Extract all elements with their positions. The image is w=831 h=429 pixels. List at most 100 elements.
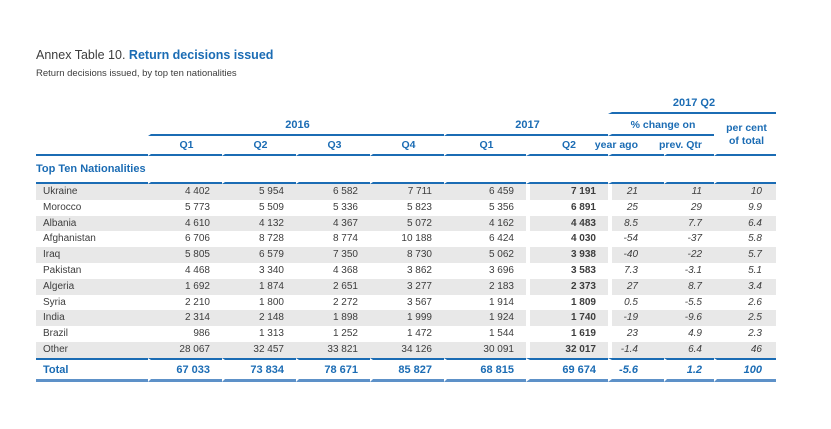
value-cell: 2 272 (332, 296, 358, 308)
of-total-line: of total (729, 134, 764, 147)
value-cell: 4 610 (148, 215, 222, 232)
value-cell: 2 314 (148, 310, 222, 327)
nationality-cell: Morocco (43, 201, 82, 213)
value-cell-year-ago: 25 (608, 199, 664, 216)
value-cell: 7 350 (296, 247, 370, 263)
value-cell: 8 774 (332, 233, 358, 245)
report-page: Annex Table 10. Return decisions issued … (36, 48, 776, 382)
value-cell-q2-2017: 6 891 (526, 199, 608, 216)
value-cell: 6 706 (184, 233, 210, 245)
value-cell: 5 062 (444, 247, 526, 263)
table-body: Ukraine 4 402 5 954 6 582 7 711 6 459 7 … (36, 184, 776, 358)
quarter-header-q3-2016: Q3 (296, 136, 370, 156)
value-cell-per-cent: 9.9 (748, 201, 762, 213)
value-cell-prev-qtr: 4.9 (688, 328, 702, 340)
total-value: 100 (714, 357, 776, 382)
total-value: 78 671 (296, 357, 370, 382)
value-cell-year-ago: -19 (608, 310, 664, 327)
value-cell-prev-qtr: -37 (687, 233, 702, 245)
total-value: 1.2 (664, 357, 714, 382)
nationality-cell: Iraq (36, 247, 148, 263)
table-row: Algeria 1 692 1 874 2 651 3 277 2 183 2 … (36, 278, 776, 295)
total-row: Total 67 033 73 834 78 671 85 827 68 815… (36, 357, 776, 382)
value-cell-year-ago: 21 (608, 184, 664, 200)
nationality-cell: Syria (43, 296, 66, 308)
total-label: Total (36, 357, 148, 382)
value-cell-prev-qtr: 7.7 (664, 215, 714, 232)
nationality-cell: Afghanistan (43, 233, 96, 245)
value-cell: 3 567 (406, 296, 432, 308)
return-decisions-table: 2017 Q2 2016 2017 % change on per cent o… (36, 97, 776, 382)
nationality-cell: Brazil (43, 328, 69, 340)
nationality-cell: Albania (36, 215, 148, 232)
value-cell-per-cent: 46 (714, 341, 776, 358)
header-pct-change-on: % change on (608, 114, 714, 136)
table-row: Morocco 5 773 5 509 5 336 5 823 5 356 6 … (36, 199, 776, 216)
value-cell: 4 132 (222, 215, 296, 232)
value-cell: 7 711 (370, 184, 444, 200)
table-row: India 2 314 2 148 1 898 1 999 1 924 1 74… (36, 310, 776, 327)
value-cell-per-cent: 6.4 (714, 215, 776, 232)
value-cell-per-cent: 5.7 (714, 247, 776, 263)
value-cell-q2-2017: 7 191 (526, 184, 608, 200)
value-cell: 2 210 (184, 296, 210, 308)
value-cell: 5 356 (488, 201, 514, 213)
value-cell: 1 544 (488, 328, 514, 340)
value-cell-prev-qtr: -3.1 (684, 264, 702, 276)
value-cell: 986 (193, 328, 210, 340)
value-cell: 6 459 (444, 184, 526, 200)
value-cell-year-ago: -1.4 (608, 341, 664, 358)
value-cell: 5 805 (148, 247, 222, 263)
value-cell-year-ago: 8.5 (608, 215, 664, 232)
value-cell: 1 999 (370, 310, 444, 327)
value-cell: 6 579 (222, 247, 296, 263)
value-cell-q2-2017: 4 030 (526, 231, 608, 248)
value-cell: 33 821 (296, 341, 370, 358)
total-value: 73 834 (222, 357, 296, 382)
value-cell-q2-2017: 32 017 (526, 341, 608, 358)
table-row: Afghanistan 6 706 8 728 8 774 10 188 6 4… (36, 231, 776, 248)
table-title: Return decisions issued (128, 48, 274, 62)
value-cell-prev-qtr: 6.4 (664, 341, 714, 358)
value-cell-q2-2017: 3 583 (526, 262, 608, 279)
value-cell: 1 252 (332, 328, 358, 340)
header-spacer (36, 136, 148, 156)
total-value: 85 827 (370, 357, 444, 382)
header-per-cent-of-total: per cent of total (714, 114, 776, 156)
value-cell: 4 368 (332, 264, 358, 276)
value-cell-q2-2017: 1 740 (526, 310, 608, 327)
nationality-cell: India (36, 310, 148, 327)
nationality-cell: Pakistan (43, 264, 82, 276)
value-cell-prev-qtr: 8.7 (664, 278, 714, 295)
value-cell-per-cent: 5.8 (748, 233, 762, 245)
total-value: -5.6 (608, 357, 664, 382)
value-cell: 2 148 (222, 310, 296, 327)
value-cell-q2-2017: 1 809 (526, 294, 608, 311)
quarter-header-q2-2016: Q2 (222, 136, 296, 156)
value-cell-q2-2017: 4 483 (526, 215, 608, 232)
total-value: 69 674 (526, 357, 608, 382)
value-cell: 3 862 (406, 264, 432, 276)
value-cell: 30 091 (444, 341, 526, 358)
value-cell: 28 067 (148, 341, 222, 358)
table-row: Brazil 986 1 313 1 252 1 472 1 544 1 619… (36, 326, 776, 342)
value-cell: 5 336 (332, 201, 358, 213)
value-cell: 1 898 (296, 310, 370, 327)
page-title: Annex Table 10. Return decisions issued (36, 48, 776, 62)
value-cell-q2-2017: 2 373 (526, 278, 608, 295)
quarter-header-q1-2016: Q1 (148, 136, 222, 156)
table-row: Pakistan 4 468 3 340 4 368 3 862 3 696 3… (36, 262, 776, 279)
value-cell-year-ago: 27 (608, 278, 664, 295)
value-cell: 2 651 (296, 278, 370, 295)
value-cell-per-cent: 2.5 (714, 310, 776, 327)
value-cell: 3 277 (370, 278, 444, 295)
value-cell-per-cent: 2.6 (748, 296, 762, 308)
value-cell: 4 162 (444, 215, 526, 232)
total-value: 68 815 (444, 357, 526, 382)
header-group-2017: 2017 (444, 114, 608, 136)
value-cell-year-ago: -54 (608, 231, 664, 248)
value-cell: 8 730 (370, 247, 444, 263)
value-cell-prev-qtr: -22 (664, 247, 714, 263)
value-cell: 6 424 (488, 233, 514, 245)
table-row: Syria 2 210 1 800 2 272 3 567 1 914 1 80… (36, 294, 776, 311)
